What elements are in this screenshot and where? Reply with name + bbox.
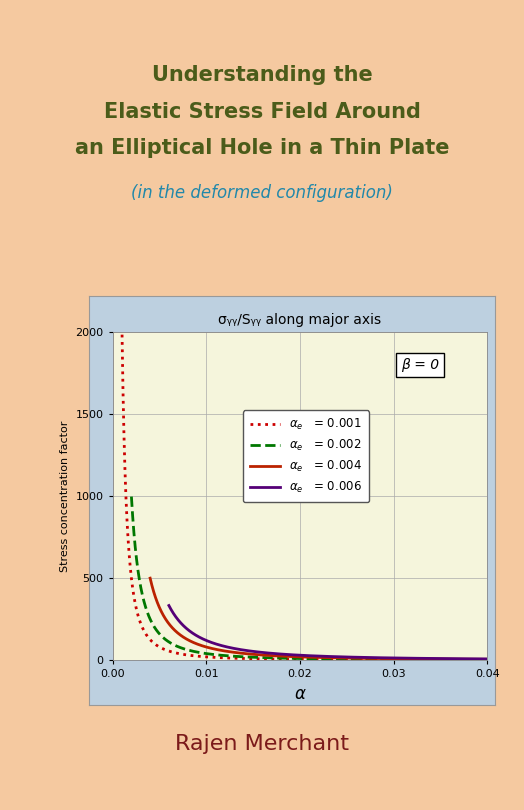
Text: Rajen Merchant: Rajen Merchant <box>175 734 349 753</box>
Text: an Elliptical Hole in a Thin Plate: an Elliptical Hole in a Thin Plate <box>75 139 449 158</box>
Text: β = 0: β = 0 <box>401 358 439 372</box>
Legend: $\alpha_e$   = 0.001, $\alpha_e$   = 0.002, $\alpha_e$   = 0.004, $\alpha_e$   =: $\alpha_e$ = 0.001, $\alpha_e$ = 0.002, … <box>243 410 369 502</box>
Text: Elastic Stress Field Around: Elastic Stress Field Around <box>104 102 420 122</box>
Text: Understanding the: Understanding the <box>151 66 373 85</box>
Title: σᵧᵧ/Sᵧᵧ along major axis: σᵧᵧ/Sᵧᵧ along major axis <box>219 313 381 326</box>
X-axis label: α: α <box>294 684 305 703</box>
Y-axis label: Stress concentration factor: Stress concentration factor <box>60 420 70 572</box>
Text: (in the deformed configuration): (in the deformed configuration) <box>131 184 393 202</box>
